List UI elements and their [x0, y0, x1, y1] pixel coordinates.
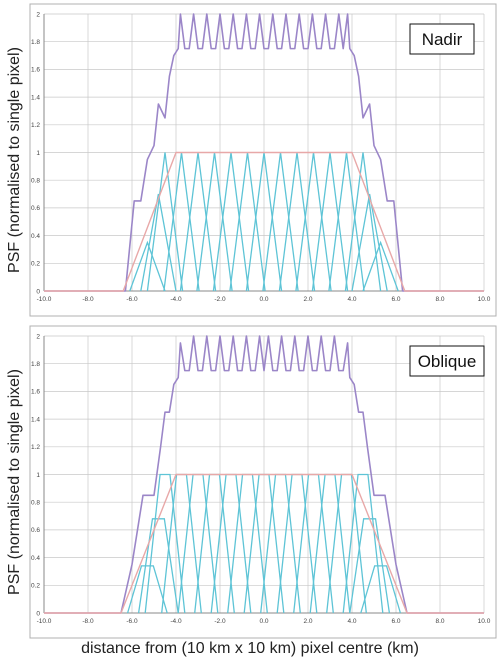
annotation-box: [409, 23, 475, 55]
y-tick-label: 0.2: [31, 261, 40, 268]
series-sum-line: [44, 13, 484, 292]
annotation-label: Oblique: [418, 352, 477, 371]
edge-footprint: [351, 193, 388, 292]
x-tick-label: -10.0: [37, 296, 52, 303]
y-tick-label: 0: [36, 610, 40, 617]
x-tick-label: 10.0: [478, 618, 491, 625]
x-tick-label: 8.0: [435, 618, 444, 625]
x-tick-label: -10.0: [37, 618, 52, 625]
x-tick-label: 6.0: [391, 618, 400, 625]
y-tick-label: 1.8: [31, 361, 40, 368]
y-tick-label: 2: [36, 11, 40, 18]
y-tick-label: 0.6: [31, 205, 40, 212]
y-tick-label: 0.6: [31, 527, 40, 534]
x-tick-label: 0.0: [259, 618, 268, 625]
series-envelope-line: [44, 151, 484, 292]
y-tick-label: 1.2: [31, 444, 40, 451]
series-sum-line: [44, 335, 484, 614]
annotation-box: [409, 345, 485, 377]
x-tick-label: 10.0: [478, 296, 491, 303]
pixel-footprint: [144, 473, 186, 614]
x-tick-label: -8.0: [82, 296, 94, 303]
x-tick-label: -2.0: [214, 296, 226, 303]
y-tick-label: 1.4: [31, 416, 40, 423]
edge-footprint: [129, 240, 166, 292]
x-tick-label: 0.0: [259, 296, 268, 303]
y-tick-label: 1.2: [31, 122, 40, 129]
x-tick-label: 4.0: [347, 618, 356, 625]
x-tick-label: -6.0: [126, 618, 138, 625]
x-tick-label: 2.0: [303, 296, 312, 303]
chart-panel-oblique: -10.0 -8.0 -6.0 -4.0 -2.0 0.0 2.0 4.0 6.0 8.0 10.0…: [29, 325, 497, 639]
y-tick-label: 0: [36, 288, 40, 295]
x-tick-label: 4.0: [347, 296, 356, 303]
y-tick-label: 2: [36, 333, 40, 340]
y-tick-label: 0.8: [31, 178, 40, 185]
x-tick-label: 2.0: [303, 618, 312, 625]
y-tick-label: 0.4: [31, 233, 40, 240]
edge-footprint: [360, 565, 402, 614]
annotation-label: Nadir: [422, 30, 463, 49]
series-envelope-line: [44, 473, 484, 614]
y-tick-label: 1.6: [31, 67, 40, 74]
x-axis-title: distance from (10 km x 10 km) pixel cent…: [81, 640, 419, 657]
pixel-footprint: [344, 152, 382, 292]
x-tick-label: -2.0: [214, 618, 226, 625]
edge-footprint: [126, 565, 168, 614]
edge-footprint: [140, 193, 177, 292]
y-tick-label: 0.2: [31, 583, 40, 590]
x-tick-label: -4.0: [170, 296, 182, 303]
pixel-footprint: [342, 473, 384, 614]
x-tick-label: 6.0: [391, 296, 400, 303]
x-tick-label: 8.0: [435, 296, 444, 303]
y-tick-label: 1.8: [31, 39, 40, 46]
y-tick-label: 1.6: [31, 389, 40, 396]
y-tick-label: 1: [36, 150, 40, 157]
y-tick-label: 0.8: [31, 500, 40, 507]
y-tick-label: 1.4: [31, 94, 40, 101]
y-tick-label: 1: [36, 472, 40, 479]
x-tick-label: -6.0: [126, 296, 138, 303]
pixel-footprint: [146, 152, 184, 292]
edge-footprint: [362, 240, 399, 292]
y-tick-label: 0.4: [31, 555, 40, 562]
x-tick-label: -8.0: [82, 618, 94, 625]
x-tick-label: -4.0: [170, 618, 182, 625]
chart-panel-nadir: -10.0 -8.0 -6.0 -4.0 -2.0 0.0 2.0 4.0 6.0 8.0 10.0…: [29, 3, 497, 317]
